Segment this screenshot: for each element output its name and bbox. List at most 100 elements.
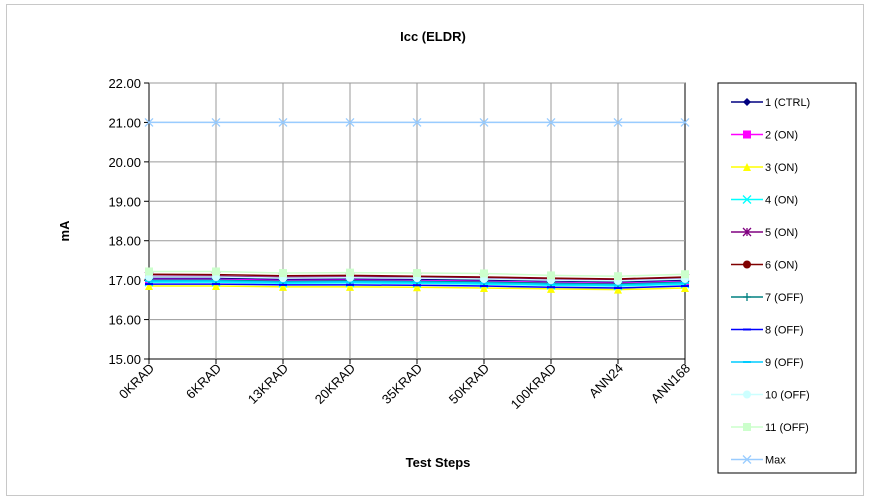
data-point (279, 282, 287, 291)
x-tick-label: 13KRAD (245, 361, 291, 407)
legend-label: 9 (OFF) (765, 357, 804, 369)
legend-label: 4 (ON) (765, 195, 798, 207)
line-chart: Icc (ELDR) Test Steps mA 15.00 16.00 17.00… (57, 29, 857, 474)
legend-label: Max (765, 455, 786, 467)
y-axis-label: mA (57, 220, 72, 242)
data-point (743, 260, 751, 269)
y-tick-label: 20.00 (108, 155, 141, 170)
legend-entry: 8 (OFF) (731, 325, 804, 337)
legend-entry: 1 (CTRL) (731, 97, 810, 109)
legend-label: 2 (ON) (765, 130, 798, 142)
y-tick-label: 15.00 (108, 352, 141, 367)
x-tick-label: ANN24 (586, 361, 626, 401)
data-point (743, 361, 751, 363)
legend-entry: 5 (ON) (731, 227, 798, 239)
legend-entry: 11 (OFF) (731, 422, 809, 434)
x-axis-label: Test Steps (406, 455, 471, 470)
data-point (346, 268, 354, 277)
data-point (743, 390, 751, 399)
data-point (279, 283, 287, 286)
data-point (614, 285, 622, 294)
data-point (743, 293, 751, 301)
legend-entry: 9 (OFF) (731, 357, 804, 369)
data-point (742, 195, 752, 204)
data-point (547, 286, 555, 289)
data-point (614, 272, 622, 281)
data-point (743, 328, 751, 331)
legend-label: 7 (OFF) (765, 292, 804, 304)
legend-entry: 4 (ON) (731, 195, 798, 207)
legend-entry: 6 (ON) (731, 260, 798, 272)
x-tick-label: 20KRAD (312, 361, 358, 407)
data-point (743, 423, 751, 431)
legend-label: 11 (OFF) (765, 422, 809, 434)
data-point (614, 287, 622, 290)
data-point (479, 117, 489, 127)
data-point (413, 283, 421, 292)
data-point (413, 284, 421, 287)
chart-frame: Icc (ELDR) Test Steps mA 15.00 16.00 17.00… (6, 4, 864, 496)
legend-entry: 10 (OFF) (731, 390, 810, 402)
series-2 (145, 282, 689, 294)
series-11 (144, 117, 690, 127)
x-tick-label: 100KRAD (508, 361, 559, 412)
chart-title: Icc (ELDR) (400, 29, 466, 44)
x-tick-label: ANN168 (648, 361, 693, 406)
legend-label: 5 (ON) (765, 227, 798, 239)
series-7 (145, 283, 689, 290)
data-point (681, 284, 689, 293)
data-point (742, 227, 752, 237)
y-tick-label: 19.00 (108, 194, 141, 209)
data-point (145, 283, 153, 286)
plot-area: 15.00 16.00 17.00 18.00 19.00 20.00 21.00 22.00… (108, 76, 693, 412)
x-tick-label: 6KRAD (183, 361, 224, 402)
data-point (211, 117, 221, 127)
data-point (480, 285, 488, 288)
data-point (279, 269, 287, 278)
legend-entry: Max (731, 455, 786, 467)
data-point (743, 130, 751, 139)
data-point (480, 284, 488, 293)
legend-entry: 7 (OFF) (731, 292, 804, 304)
series-10 (145, 267, 689, 281)
data-point (743, 98, 751, 106)
data-point (212, 267, 220, 276)
data-point (742, 455, 752, 464)
data-point (413, 269, 421, 278)
data-point (680, 117, 690, 127)
data-point (547, 284, 555, 293)
y-tick-label: 21.00 (108, 115, 141, 130)
data-point (547, 271, 555, 280)
data-point (681, 285, 689, 288)
data-point (613, 117, 623, 127)
data-point (480, 269, 488, 278)
data-point (145, 267, 153, 276)
legend-label: 8 (OFF) (765, 325, 804, 337)
data-point (345, 117, 355, 127)
data-point (346, 282, 354, 291)
data-point (212, 283, 220, 286)
y-tick-label: 17.00 (108, 273, 141, 288)
x-tick-label: 50KRAD (446, 361, 492, 407)
data-point (278, 117, 288, 127)
legend-label: 10 (OFF) (765, 390, 810, 402)
legend-label: 1 (CTRL) (765, 97, 810, 109)
y-tick-label: 16.00 (108, 313, 141, 328)
legend: 1 (CTRL) 2 (ON) 3 (ON) 4 (ON) 5 (ON) 6 (ON) 7 … (717, 82, 857, 474)
x-tick-label: 35KRAD (379, 361, 425, 407)
data-point (743, 163, 751, 171)
legend-label: 6 (ON) (765, 260, 798, 272)
legend-label: 3 (ON) (765, 162, 798, 174)
data-point (144, 117, 154, 127)
legend-entry: 2 (ON) (731, 130, 798, 142)
y-tick-label: 18.00 (108, 234, 141, 249)
y-tick-label: 22.00 (108, 76, 141, 91)
data-point (412, 117, 422, 127)
data-point (346, 283, 354, 286)
data-point (681, 270, 689, 279)
legend-entry: 3 (ON) (731, 162, 798, 174)
data-point (212, 282, 220, 291)
data-point (145, 282, 153, 291)
legend-box (717, 82, 857, 474)
data-point (546, 117, 556, 127)
